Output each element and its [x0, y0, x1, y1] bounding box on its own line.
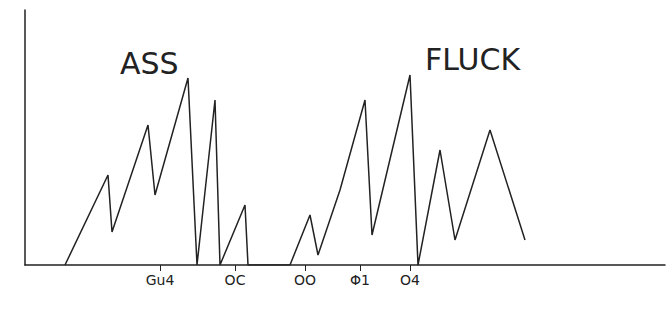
svg-text:Gu4: Gu4	[146, 272, 175, 288]
svg-text:O4: O4	[400, 272, 420, 288]
svg-text:OO: OO	[294, 272, 316, 288]
svg-text:Φ1: Φ1	[350, 272, 370, 288]
svg-text:ASS: ASS	[120, 46, 179, 81]
svg-text:FLUCK: FLUCK	[425, 42, 521, 77]
svg-text:OC: OC	[225, 272, 246, 288]
